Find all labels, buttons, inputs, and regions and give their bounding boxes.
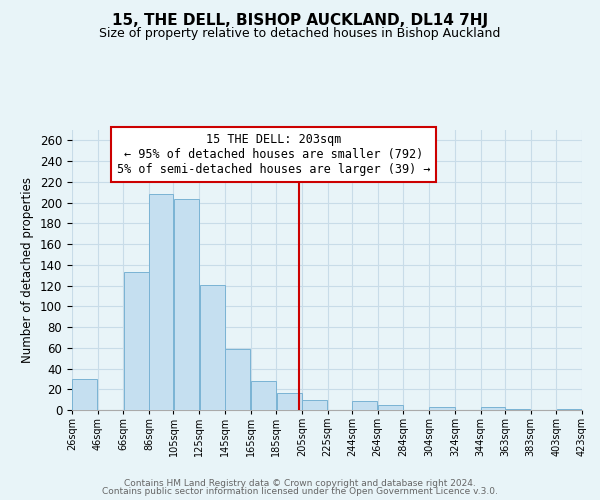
Text: 15, THE DELL, BISHOP AUCKLAND, DL14 7HJ: 15, THE DELL, BISHOP AUCKLAND, DL14 7HJ xyxy=(112,12,488,28)
Bar xyxy=(124,272,149,410)
Text: 15 THE DELL: 203sqm
← 95% of detached houses are smaller (792)
5% of semi-detach: 15 THE DELL: 203sqm ← 95% of detached ho… xyxy=(117,133,430,176)
Bar xyxy=(199,284,224,410)
Bar xyxy=(277,394,302,410)
Bar xyxy=(481,407,505,410)
Bar xyxy=(505,409,530,410)
Text: Contains public sector information licensed under the Open Government Licence v.: Contains public sector information licen… xyxy=(102,487,498,496)
Bar xyxy=(302,400,328,410)
Bar xyxy=(73,379,97,410)
Bar xyxy=(557,409,581,410)
Bar xyxy=(378,405,403,410)
Text: Contains HM Land Registry data © Crown copyright and database right 2024.: Contains HM Land Registry data © Crown c… xyxy=(124,478,476,488)
Bar xyxy=(174,200,199,410)
Bar xyxy=(430,407,455,410)
Bar xyxy=(251,381,276,410)
Bar xyxy=(149,194,173,410)
Text: Size of property relative to detached houses in Bishop Auckland: Size of property relative to detached ho… xyxy=(100,28,500,40)
Y-axis label: Number of detached properties: Number of detached properties xyxy=(22,177,34,363)
Bar xyxy=(225,349,250,410)
Bar xyxy=(352,400,377,410)
